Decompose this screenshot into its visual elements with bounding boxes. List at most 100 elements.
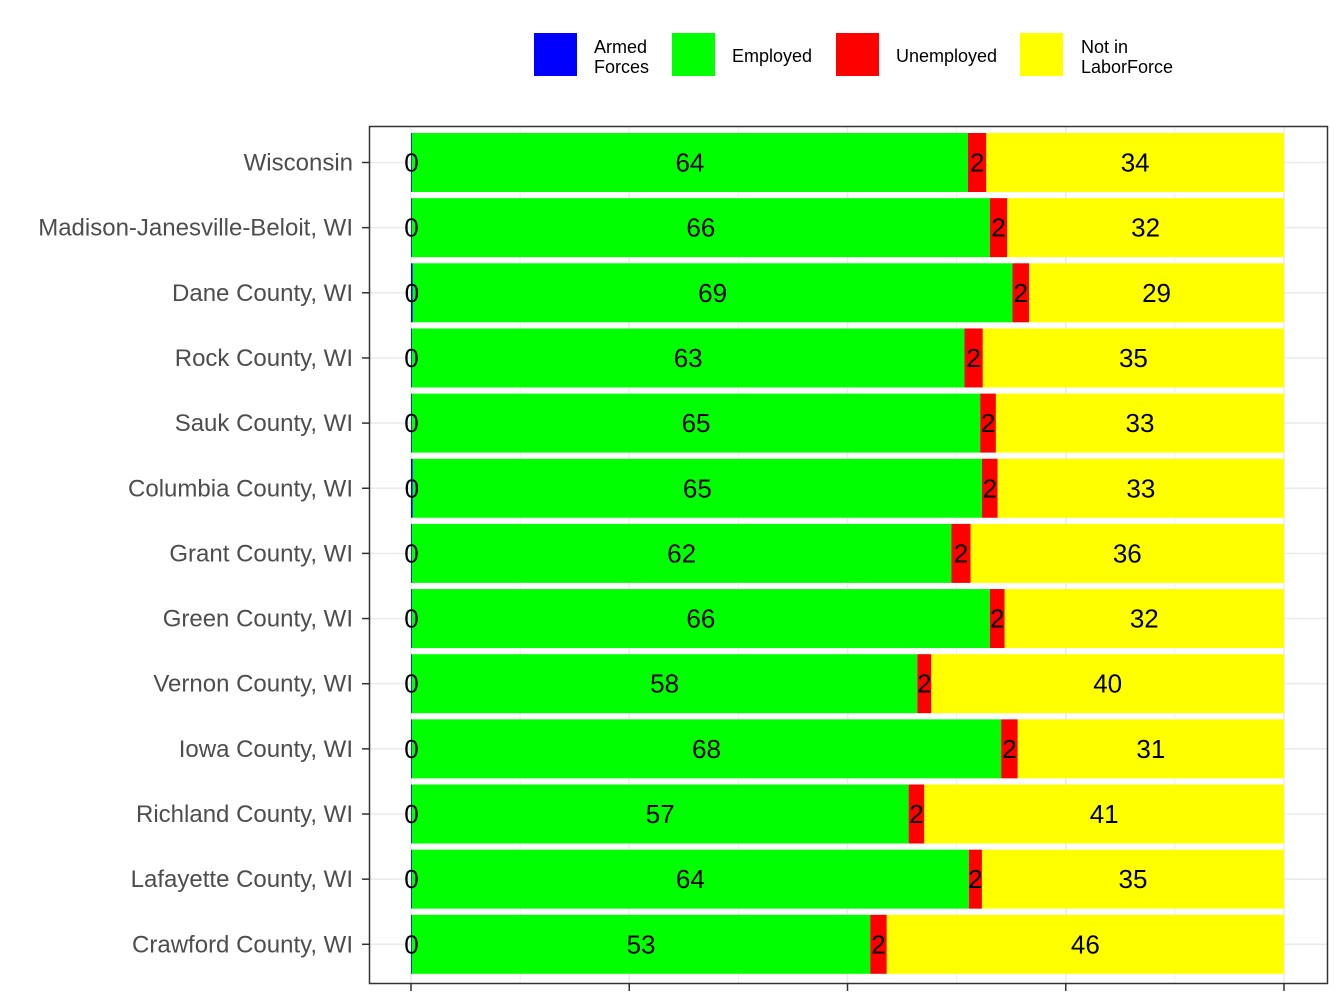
y-tick-label: Madison-Janesville-Beloit, WI	[38, 215, 353, 242]
bar-segment-armed-forces-dane-county-wi	[411, 263, 413, 323]
data-label-employed: 53	[627, 929, 656, 959]
y-axis: Wisconsin Madison-Janesville-Beloit, WI Da…	[38, 150, 1285, 991]
data-label-armed-forces: 0	[404, 734, 418, 764]
legend-key-unemployed	[836, 33, 879, 76]
legend-label-armed-forces: Armed Forces	[594, 37, 649, 77]
bar-segment-armed-forces-iowa-county-wi	[411, 719, 412, 779]
data-label-armed-forces: 0	[405, 278, 419, 308]
bar-segment-employed-lafayette-county-wi	[411, 849, 969, 909]
data-label-armed-forces: 0	[404, 538, 418, 568]
data-label-employed: 64	[675, 148, 704, 178]
legend-key-not-in-laborforce	[1020, 33, 1063, 76]
bar-segment-not-in-laborforce-richland-county-wi	[924, 784, 1284, 844]
data-label-not-in-laborforce: 41	[1090, 799, 1119, 829]
data-label-unemployed: 2	[968, 864, 982, 894]
data-label-not-in-laborforce: 35	[1119, 343, 1148, 373]
bar-segment-armed-forces-richland-county-wi	[411, 784, 412, 844]
data-label-not-in-laborforce: 34	[1121, 148, 1150, 178]
data-label-unemployed: 2	[871, 929, 885, 959]
data-label-employed: 69	[698, 278, 727, 308]
data-label-not-in-laborforce: 32	[1131, 213, 1160, 243]
data-label-employed: 68	[692, 734, 721, 764]
data-label-employed: 65	[683, 473, 712, 503]
y-tick-label: Wisconsin	[244, 150, 353, 177]
y-tick-label: Richland County, WI	[136, 801, 353, 828]
bar-segment-unemployed-wisconsin	[967, 133, 987, 192]
bar-segment-armed-forces-lafayette-county-wi	[411, 849, 412, 909]
data-label-unemployed: 2	[983, 473, 997, 503]
bar-segment-employed-madison-janesville-beloit-wi	[411, 198, 990, 258]
bar-segment-unemployed-green-county-wi	[989, 589, 1005, 649]
data-label-not-in-laborforce: 29	[1142, 278, 1171, 308]
data-label-employed: 66	[686, 213, 715, 243]
data-label-armed-forces: 0	[404, 604, 418, 634]
data-label-unemployed: 2	[966, 343, 980, 373]
bar-segment-not-in-laborforce-rock-county-wi	[982, 328, 1284, 388]
bar-segment-employed-crawford-county-wi	[411, 914, 871, 974]
bar-segment-armed-forces-wisconsin	[411, 133, 412, 192]
data-label-not-in-laborforce: 33	[1125, 408, 1154, 438]
bar-segment-not-in-laborforce-iowa-county-wi	[1017, 719, 1284, 779]
bar-segment-unemployed-iowa-county-wi	[1001, 719, 1018, 779]
bar-segment-not-in-laborforce-green-county-wi	[1004, 589, 1284, 649]
bar-segment-employed-grant-county-wi	[411, 523, 952, 583]
y-tick-label: Lafayette County, WI	[131, 866, 353, 893]
bar-segment-not-in-laborforce-sauk-county-wi	[995, 393, 1284, 453]
bar-segment-unemployed-rock-county-wi	[964, 328, 983, 388]
data-label-not-in-laborforce: 31	[1136, 734, 1165, 764]
data-label-armed-forces: 0	[404, 213, 418, 243]
data-label-armed-forces: 0	[404, 669, 418, 699]
data-label-employed: 57	[646, 799, 675, 829]
data-label-unemployed: 2	[909, 799, 923, 829]
bar-segment-unemployed-grant-county-wi	[951, 523, 971, 583]
data-label-employed: 65	[682, 408, 711, 438]
y-tick-label: Dane County, WI	[172, 280, 353, 307]
data-label-unemployed: 2	[954, 538, 968, 568]
legend-key-armed-forces	[534, 33, 577, 76]
legend-label-employed: Employed	[732, 46, 812, 66]
bar-segment-armed-forces-columbia-county-wi	[411, 458, 413, 518]
legend-label-not-in-laborforce: Not in LaborForce	[1081, 37, 1173, 77]
bar-segment-employed-vernon-county-wi	[411, 654, 918, 714]
y-tick-label: Sauk County, WI	[175, 410, 353, 437]
y-tick-label: Crawford County, WI	[132, 931, 353, 958]
data-label-armed-forces: 0	[404, 408, 418, 438]
bar-segment-employed-rock-county-wi	[411, 328, 965, 388]
bar-labels: 0 64 2 34 0 66 2 32 0 69 2 29 0 63 2 35 0 65 2 33 0 65 2 33 0 62 2…	[404, 148, 1171, 960]
bar-segment-armed-forces-madison-janesville-beloit-wi	[411, 198, 412, 258]
bar-segment-armed-forces-green-county-wi	[411, 589, 412, 649]
legend-key-employed	[672, 33, 715, 76]
data-label-unemployed: 2	[981, 408, 995, 438]
bar-segment-armed-forces-sauk-county-wi	[411, 393, 412, 453]
bar-segment-not-in-laborforce-vernon-county-wi	[931, 654, 1284, 714]
data-label-unemployed: 2	[1002, 734, 1016, 764]
bar-segment-unemployed-sauk-county-wi	[980, 393, 996, 453]
y-tick-label: Rock County, WI	[175, 345, 353, 372]
data-label-not-in-laborforce: 35	[1119, 864, 1148, 894]
bar-segment-unemployed-dane-county-wi	[1012, 263, 1030, 323]
data-label-not-in-laborforce: 32	[1130, 604, 1159, 634]
legend: Armed Forces Employed Unemployed Not in Labor…	[534, 33, 1173, 77]
bar-segment-not-in-laborforce-crawford-county-wi	[886, 914, 1284, 974]
legend-label-unemployed: Unemployed	[896, 46, 997, 66]
bar-segment-not-in-laborforce-madison-janesville-beloit-wi	[1007, 198, 1284, 258]
data-label-armed-forces: 0	[404, 929, 418, 959]
y-tick-label: Iowa County, WI	[179, 736, 353, 763]
data-label-unemployed: 2	[990, 604, 1004, 634]
data-label-not-in-laborforce: 46	[1071, 929, 1100, 959]
y-tick-label: Grant County, WI	[169, 540, 353, 567]
bar-segment-employed-columbia-county-wi	[412, 458, 982, 518]
y-tick-label: Vernon County, WI	[153, 671, 353, 698]
bar-segment-armed-forces-rock-county-wi	[411, 328, 412, 388]
data-label-unemployed: 2	[1014, 278, 1028, 308]
panel-border	[368, 125, 1329, 985]
bar-segment-unemployed-columbia-county-wi	[981, 458, 998, 518]
bar-segment-unemployed-lafayette-county-wi	[968, 849, 982, 909]
data-label-armed-forces: 0	[404, 148, 418, 178]
bar-segment-armed-forces-vernon-county-wi	[411, 654, 412, 714]
bar-segment-employed-sauk-county-wi	[411, 393, 981, 453]
bar-segment-unemployed-richland-county-wi	[908, 784, 925, 844]
bar-segment-unemployed-crawford-county-wi	[870, 914, 887, 974]
data-label-armed-forces: 0	[405, 473, 419, 503]
